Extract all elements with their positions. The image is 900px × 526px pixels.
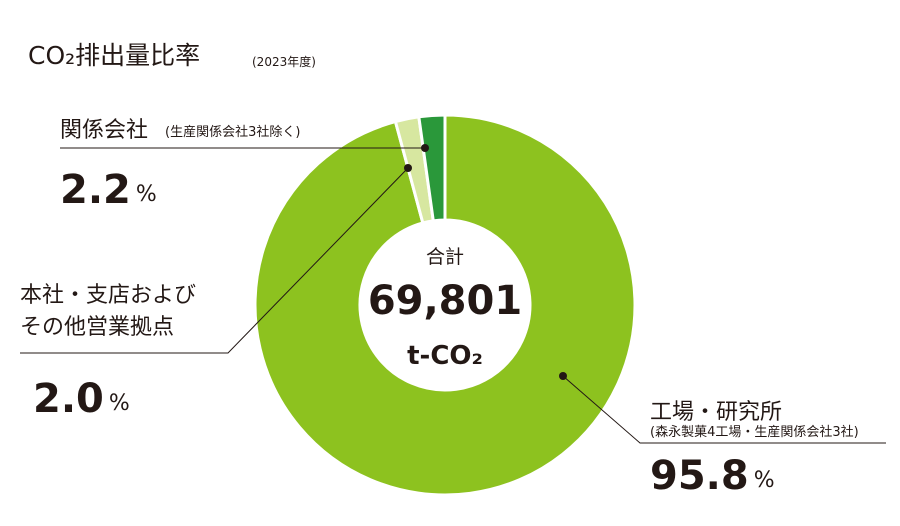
leader-line	[562, 375, 886, 444]
leader-dot	[404, 164, 412, 172]
leader-dot	[421, 144, 429, 152]
value-unit: %	[109, 391, 130, 416]
category-label: 本社・支店およびその他営業拠点	[20, 283, 197, 340]
chart-subtitle: (2023年度)	[252, 54, 316, 69]
total-unit: t-CO₂	[407, 341, 483, 371]
value-label: 95.8	[650, 453, 749, 499]
leader-dot	[559, 372, 567, 380]
category-sublabel: (生産関係会社3社除く)	[165, 124, 300, 140]
value-label: 2.0	[33, 376, 104, 422]
total-value: 69,801	[368, 278, 522, 324]
category-sublabel: (森永製菓4工場・生産関係会社3社)	[650, 424, 859, 440]
donut-segment	[417, 113, 447, 223]
center-label: 合計	[426, 246, 464, 268]
value-unit: %	[136, 182, 157, 207]
category-label: 関係会社	[60, 118, 148, 143]
value-unit: %	[754, 468, 775, 493]
chart-title: CO₂排出量比率	[28, 41, 200, 70]
category-label: 工場・研究所	[650, 400, 782, 425]
value-label: 2.2	[60, 167, 131, 213]
leader-line	[20, 167, 409, 354]
donut-segment	[253, 113, 637, 497]
